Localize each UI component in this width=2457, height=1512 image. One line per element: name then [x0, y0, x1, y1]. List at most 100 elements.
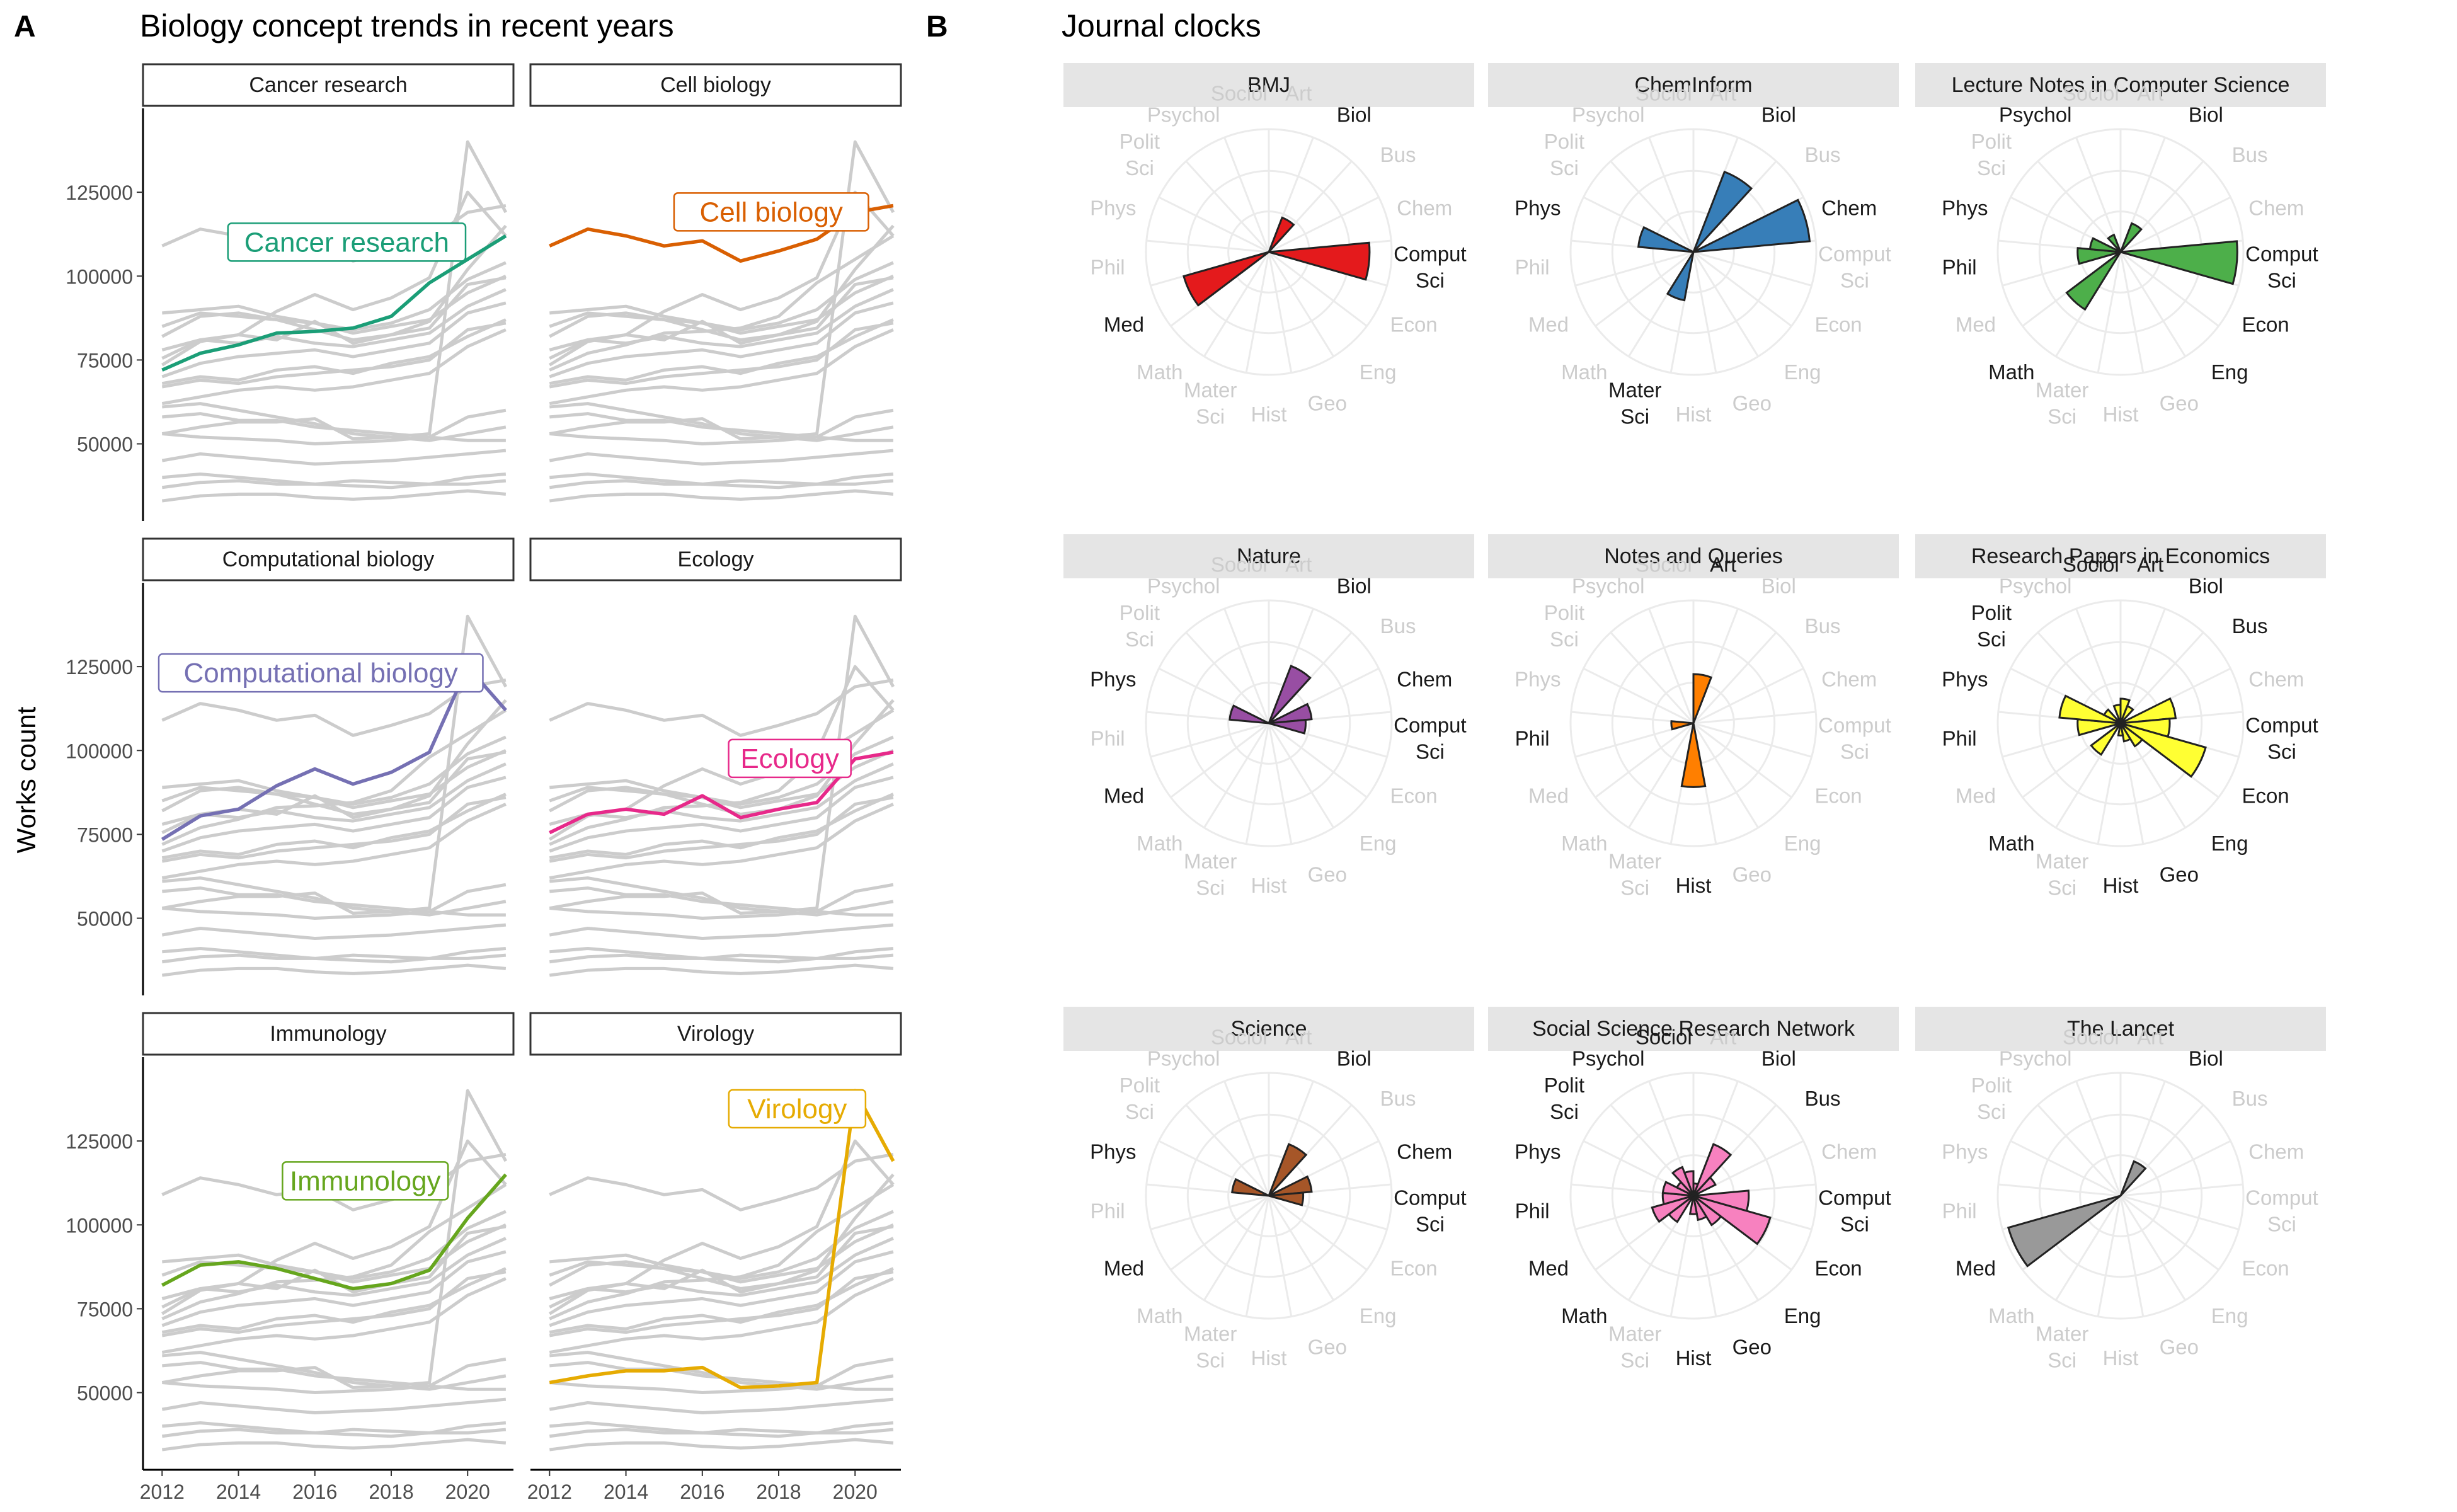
y-tick-label: 100000: [66, 740, 133, 762]
background-series-line: [549, 1351, 894, 1391]
clock-grid-spoke: [1268, 251, 1368, 327]
background-series-line: [549, 1421, 894, 1438]
clock-title-nature: Nature: [1237, 544, 1301, 568]
background-series-line: [162, 1421, 507, 1438]
background-series-line: [549, 946, 894, 964]
clock-wedge-phys: [2088, 237, 2121, 253]
clock-grid-spoke: [1268, 251, 1334, 357]
background-series-line: [162, 946, 507, 964]
clock-category-label-phil: Phil: [1091, 1200, 1125, 1223]
background-series-line: [549, 803, 894, 880]
clock-category-label-polit-sci: Polit Sci: [1971, 601, 2012, 651]
facet-lines-virology: [548, 1089, 895, 1452]
series-line-immunology: [161, 1173, 507, 1291]
series-label-ecology: Ecology: [740, 743, 839, 774]
clock-grid-spoke: [2055, 1195, 2122, 1301]
clock-category-label-biol: Biol: [1761, 103, 1796, 126]
x-tick-label: 2014: [216, 1480, 261, 1503]
background-series-line: [162, 1351, 507, 1391]
clock-grid-spoke: [2037, 631, 2122, 724]
clock-category-label-math: Math: [1137, 1304, 1183, 1327]
clock-category-label-art: Art: [1285, 1025, 1312, 1048]
clock-grid-spoke: [1185, 160, 1270, 253]
background-series-line: [161, 709, 507, 846]
clock-category-label-biol: Biol: [1761, 1046, 1796, 1070]
facet-lines-ecology: [548, 614, 895, 977]
clock-category-label-econ: Econ: [2242, 1257, 2289, 1280]
facet-strip-cell-biology: [529, 63, 902, 107]
clock-grid-spoke: [1223, 608, 1270, 724]
clock-lecture-notes-in-computer-science: Art Biol Bus Chem Comput Sci Econ Eng Geo Hist Mat…: [1942, 81, 2318, 428]
clock-category-label-comput-sci: Comput Sci: [2245, 714, 2318, 764]
clock-grid-spoke: [2120, 1194, 2219, 1271]
clock-wedge-math: [2065, 251, 2122, 311]
series-label-immunology: Immunology: [290, 1166, 441, 1196]
clock-category-label-math: Math: [1988, 832, 2034, 855]
clock-wedge-mater-sci: [1666, 251, 1695, 302]
clock-wedge-comput-sci: [1268, 718, 1307, 735]
clock-wedge-chem: [1268, 1175, 1313, 1197]
clock-category-label-psychol: Psychol: [1572, 574, 1645, 597]
background-series-line: [549, 678, 894, 737]
clock-category-label-mater-sci: Mater Sci: [1608, 379, 1661, 428]
clock-grid-spoke: [2120, 1140, 2231, 1197]
clock-wedge-chem: [1693, 198, 1811, 253]
background-series-line: [549, 1438, 894, 1452]
clock-grid-spoke: [1268, 723, 1293, 844]
y-tick-label: 125000: [66, 656, 133, 679]
clock-category-label-mater-sci: Mater Sci: [1184, 379, 1237, 428]
clock-grid-spoke: [1245, 723, 1270, 844]
series-line-cancer-research: [161, 234, 507, 372]
clock-category-label-math: Math: [1561, 832, 1607, 855]
clock-strip-cheminform: [1488, 63, 1899, 107]
clock-category-label-phys: Phys: [1515, 668, 1561, 691]
clock-category-label-mater-sci: Mater Sci: [2036, 1322, 2088, 1372]
clock-category-label-med: Med: [1528, 313, 1569, 336]
clock-category-label-phys: Phys: [1942, 668, 1988, 691]
x-tick-label: 2018: [369, 1480, 413, 1503]
clock-wedge-math: [2090, 722, 2122, 756]
clock-category-label-polit-sci: Polit Sci: [1971, 1074, 2012, 1123]
clock-category-label-chem: Chem: [1821, 668, 1877, 691]
clock-wedge-comput-sci: [2120, 240, 2238, 285]
facet-lines-computational-biology: [161, 614, 508, 977]
background-series-line: [161, 1183, 507, 1320]
clock-category-label-sociol: Sociol: [1635, 553, 1692, 576]
clock-category-label-phil: Phil: [1091, 727, 1125, 750]
clock-grid-spoke: [1595, 251, 1694, 327]
background-series-line: [549, 1152, 894, 1211]
background-series-line: [161, 1270, 507, 1337]
clock-category-label-chem: Chem: [2248, 197, 2304, 220]
clock-nature: Art Biol Bus Chem Comput Sci Econ Eng Geo Hist Mat…: [1090, 553, 1467, 899]
background-series-line: [549, 1210, 894, 1280]
clock-grid-spoke: [1693, 667, 1804, 724]
clock-grid-spoke: [2097, 723, 2122, 844]
clock-wedge-biol: [2119, 1160, 2147, 1197]
clock-category-label-art: Art: [1710, 81, 1736, 105]
clock-category-label-med: Med: [1528, 784, 1569, 808]
series-label-box-cell-biology: [673, 192, 869, 232]
clock-wedge-phys: [1231, 1177, 1269, 1197]
background-series-line: [549, 1183, 895, 1320]
clock-wedge-med: [2007, 1194, 2121, 1268]
clock-category-label-phys: Phys: [1942, 197, 1988, 220]
clock-category-label-biol: Biol: [2189, 103, 2223, 126]
clock-wedge-hist: [1688, 1195, 1698, 1215]
clock-category-label-geo: Geo: [2160, 392, 2199, 415]
panel-a-ylabel: Works count: [11, 706, 41, 853]
background-series-line: [549, 274, 894, 335]
clock-category-label-med: Med: [1104, 313, 1144, 336]
background-series-line: [161, 288, 507, 352]
x-tick-label: 2016: [292, 1480, 337, 1503]
clock-grid-spoke: [2037, 1104, 2122, 1197]
clock-wedge-bus: [1692, 1176, 1717, 1197]
clock-category-label-art: Art: [1710, 553, 1736, 576]
clock-grid-spoke: [1146, 239, 1269, 253]
clock-category-label-biol: Biol: [2189, 574, 2223, 597]
clock-grid-spoke: [2037, 160, 2122, 253]
background-series-line: [162, 261, 507, 331]
clock-wedge-eng: [1692, 1194, 1722, 1227]
clock-category-label-phil: Phil: [1515, 1200, 1550, 1223]
